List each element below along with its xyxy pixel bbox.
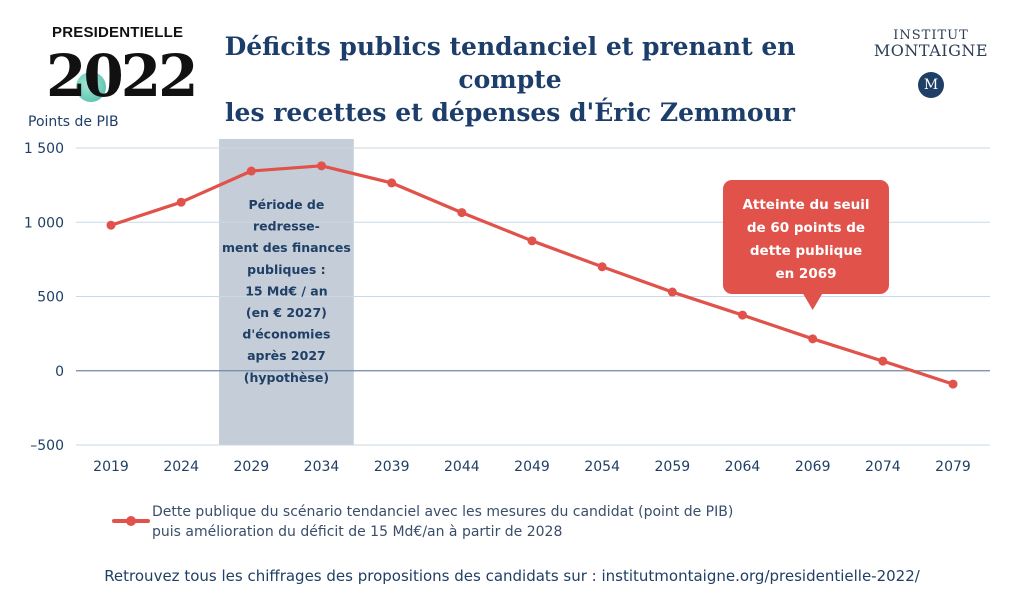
y-tick-label: 0 — [55, 364, 64, 380]
shaded-region-text: redresse- — [253, 219, 320, 234]
chart-title: Déficits publics tendanciel et prenant e… — [170, 30, 850, 129]
x-tick-label: 2029 — [234, 459, 270, 475]
logo-line-2: MONTAIGNE — [873, 41, 989, 60]
shaded-region-text: (hypothèse) — [244, 370, 329, 385]
data-point — [738, 310, 747, 320]
callout-pointer — [802, 293, 823, 310]
x-tick-label: 2064 — [725, 459, 761, 475]
callout-text: de 60 points de — [747, 220, 865, 236]
logo-badge-icon: M — [918, 72, 944, 98]
legend-line-1: Dette publique du scénario tendanciel av… — [152, 504, 734, 520]
y-tick-label: 1 000 — [24, 215, 64, 231]
callout-text: Atteinte du seuil — [742, 197, 869, 213]
x-tick-label: 2059 — [655, 459, 691, 475]
data-point — [878, 356, 888, 366]
x-tick-label: 2024 — [163, 459, 199, 475]
title-line-1: Déficits publics tendanciel et prenant e… — [224, 32, 796, 94]
data-point — [106, 220, 116, 230]
logo-line-1: INSTITUT — [893, 28, 969, 43]
legend-line-marker — [112, 516, 150, 526]
x-tick-label: 2019 — [93, 459, 129, 475]
shaded-region-text: après 2027 — [247, 348, 326, 363]
data-point — [948, 379, 958, 389]
callout-text: dette publique — [750, 243, 862, 259]
logo-dot-icon — [76, 72, 106, 102]
shaded-region-text: ment des finances — [222, 240, 351, 255]
shaded-region-text: (en € 2027) — [246, 305, 327, 320]
legend-text: Dette publique du scénario tendanciel av… — [152, 502, 852, 542]
data-point — [387, 178, 397, 188]
data-point — [527, 236, 537, 246]
shaded-region-text: Période de — [248, 197, 324, 212]
shaded-region-text: publiques : — [247, 262, 325, 277]
x-tick-label: 2049 — [514, 459, 550, 475]
data-point — [597, 262, 607, 272]
data-point — [457, 208, 467, 218]
data-point — [667, 287, 677, 297]
data-point — [176, 197, 186, 207]
data-point — [246, 166, 256, 176]
x-tick-label: 2079 — [935, 459, 971, 475]
footer-text: Retrouvez tous les chiffrages des propos… — [104, 567, 920, 585]
x-tick-label: 2069 — [795, 459, 831, 475]
x-tick-label: 2034 — [304, 459, 340, 475]
shaded-period-region — [219, 139, 354, 445]
y-axis-label: Points de PIB — [28, 114, 119, 130]
shaded-region-text: 15 Md€ / an — [245, 283, 327, 298]
logo-year: 2022 — [46, 42, 198, 110]
data-point — [317, 161, 326, 171]
shaded-region-text: d'économies — [242, 327, 330, 342]
y-tick-label: 1 500 — [24, 141, 64, 157]
callout-box — [723, 180, 889, 294]
x-tick-label: 2074 — [865, 459, 901, 475]
y-tick-label: 500 — [37, 290, 64, 306]
callout-text: en 2069 — [775, 266, 836, 282]
x-tick-label: 2054 — [584, 459, 620, 475]
x-tick-label: 2039 — [374, 459, 410, 475]
y-tick-label: –500 — [30, 438, 64, 454]
data-point — [808, 334, 818, 344]
debt-line-chart: –500 0 500 1 000 1 500 2019 2024 2029 2034 2039 20… — [24, 139, 990, 475]
legend-line-2: puis amélioration du déficit de 15 Md€/a… — [152, 524, 563, 540]
institut-montaigne-logo: INSTITUT MONTAIGNE M — [872, 28, 990, 98]
title-line-2: les recettes et dépenses d'Éric Zemmour — [225, 98, 795, 127]
presidentielle-logo: PRESIDENTIELLE 2022 — [46, 20, 198, 112]
logo-word: PRESIDENTIELLE — [52, 24, 184, 41]
x-tick-label: 2044 — [444, 459, 480, 475]
